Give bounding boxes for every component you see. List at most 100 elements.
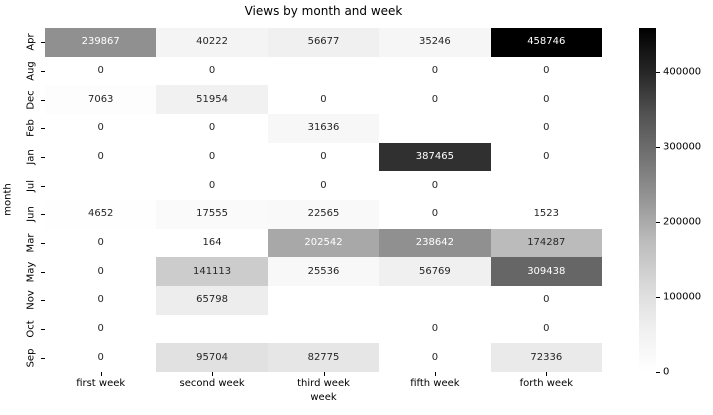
y-tick-mark	[41, 185, 45, 187]
heatmap-cell: 17555	[156, 200, 268, 229]
heatmap-cell: 0	[156, 114, 268, 143]
x-tick-label: first week	[76, 378, 126, 389]
heatmap-cell: 0	[267, 85, 380, 114]
heatmap-cell: 56769	[379, 257, 491, 286]
y-tick-label: Nov	[25, 290, 37, 311]
colorbar-tick-label: 0	[663, 366, 670, 378]
heatmap-grid: 239867 40222 56677 35246 458746 0 0 0 0 7063 51954…	[45, 28, 602, 372]
y-tick-mark	[41, 243, 45, 244]
heatmap-cell: 238642	[379, 228, 491, 258]
heatmap-cell: 95704	[156, 343, 268, 372]
heatmap-cell: 51954	[156, 85, 268, 114]
heatmap-cell: 82775	[267, 343, 380, 372]
heatmap-cell: 0	[45, 114, 157, 143]
heatmap-cell	[379, 114, 491, 143]
y-tick-label: Feb	[25, 119, 37, 138]
heatmap-cell: 458746	[490, 28, 602, 57]
colorbar-tick-label: 400000	[663, 66, 702, 78]
heatmap-cell: 309438	[490, 257, 602, 286]
x-tick-mark	[212, 372, 214, 376]
heatmap-cell: 1523	[490, 200, 602, 229]
heatmap-cell	[490, 171, 602, 200]
heatmap-cell: 0	[379, 85, 491, 114]
colorbar-tick-mark	[656, 297, 660, 298]
x-tick-mark	[323, 372, 325, 376]
y-tick-label: Apr	[25, 33, 37, 51]
heatmap-cell: 164	[156, 228, 268, 258]
heatmap-cell: 0	[379, 314, 491, 344]
x-tick-mark	[546, 372, 548, 376]
colorbar-tick-mark	[656, 222, 660, 224]
heatmap-cell: 0	[156, 171, 268, 200]
y-axis-label: month	[2, 183, 14, 216]
y-tick-mark	[41, 329, 45, 330]
heatmap-cell: 387465	[379, 142, 491, 172]
heatmap-cell: 0	[490, 56, 602, 86]
y-tick-label: Oct	[25, 320, 37, 338]
heatmap-cell: 0	[45, 314, 157, 344]
heatmap-cell: 0	[379, 343, 491, 372]
heatmap-cell: 0	[379, 200, 491, 229]
heatmap-cell: 0	[490, 314, 602, 344]
heatmap-cell: 0	[379, 56, 491, 86]
heatmap-cell: 202542	[267, 228, 380, 258]
heatmap-cell: 0	[379, 171, 491, 200]
heatmap-cell: 0	[490, 85, 602, 114]
y-tick-label: Mar	[25, 233, 37, 253]
y-tick-mark	[41, 99, 45, 101]
heatmap-cell: 0	[490, 114, 602, 143]
heatmap-cell: 0	[267, 171, 380, 200]
heatmap-cell: 40222	[156, 28, 268, 57]
chart-title: Views by month and week	[244, 4, 403, 18]
colorbar-tick-label: 200000	[663, 216, 702, 228]
heatmap-cell	[379, 286, 491, 315]
heatmap-cell: 0	[490, 142, 602, 172]
y-tick-mark	[41, 157, 45, 158]
heatmap-cell: 0	[267, 142, 380, 172]
y-tick-label: Dec	[25, 89, 37, 110]
heatmap-cell	[267, 286, 380, 315]
y-tick-label: Jan	[25, 149, 37, 165]
y-tick-label: May	[25, 261, 37, 282]
heatmap-cell: 22565	[267, 200, 380, 229]
x-axis-label: week	[310, 392, 337, 403]
heatmap-cell: 0	[45, 343, 157, 372]
colorbar	[639, 28, 656, 372]
y-tick-mark	[41, 271, 45, 273]
heatmap-cell: 25536	[267, 257, 380, 286]
heatmap-cell: 0	[490, 286, 602, 315]
x-tick-label: second week	[179, 378, 245, 389]
heatmap-cell: 0	[45, 142, 157, 172]
x-tick-label: fifth week	[410, 378, 460, 389]
y-tick-mark	[41, 128, 45, 130]
heatmap-cell: 0	[156, 142, 268, 172]
colorbar-tick-mark	[656, 147, 660, 149]
heatmap-cell	[45, 171, 157, 200]
x-tick-label: forth week	[519, 378, 574, 389]
colorbar-tick-mark	[656, 72, 660, 74]
x-tick-label: third week	[297, 378, 350, 389]
colorbar-tick-label: 300000	[663, 141, 702, 153]
heatmap-cell	[267, 314, 380, 344]
heatmap-cell: 0	[45, 228, 157, 258]
heatmap-cell: 31636	[267, 114, 380, 143]
y-tick-label: Jun	[25, 206, 37, 223]
y-tick-mark	[41, 42, 45, 44]
heatmap-cell: 0	[45, 56, 157, 86]
heatmap-cell: 35246	[379, 28, 491, 57]
heatmap-cell: 0	[45, 257, 157, 286]
heatmap-cell: 7063	[45, 85, 157, 114]
y-tick-label: Aug	[25, 61, 37, 81]
heatmap-cell: 4652	[45, 200, 157, 229]
y-tick-mark	[41, 357, 45, 359]
colorbar-tick-label: 100000	[663, 291, 702, 303]
heatmap-cell	[156, 314, 268, 344]
x-tick-mark	[100, 372, 102, 376]
heatmap-cell: 65798	[156, 286, 268, 315]
heatmap-cell: 0	[45, 286, 157, 315]
heatmap-cell: 239867	[45, 28, 157, 57]
x-tick-mark	[434, 372, 436, 376]
heatmap-cell: 174287	[490, 228, 602, 258]
heatmap-cell	[267, 56, 380, 86]
